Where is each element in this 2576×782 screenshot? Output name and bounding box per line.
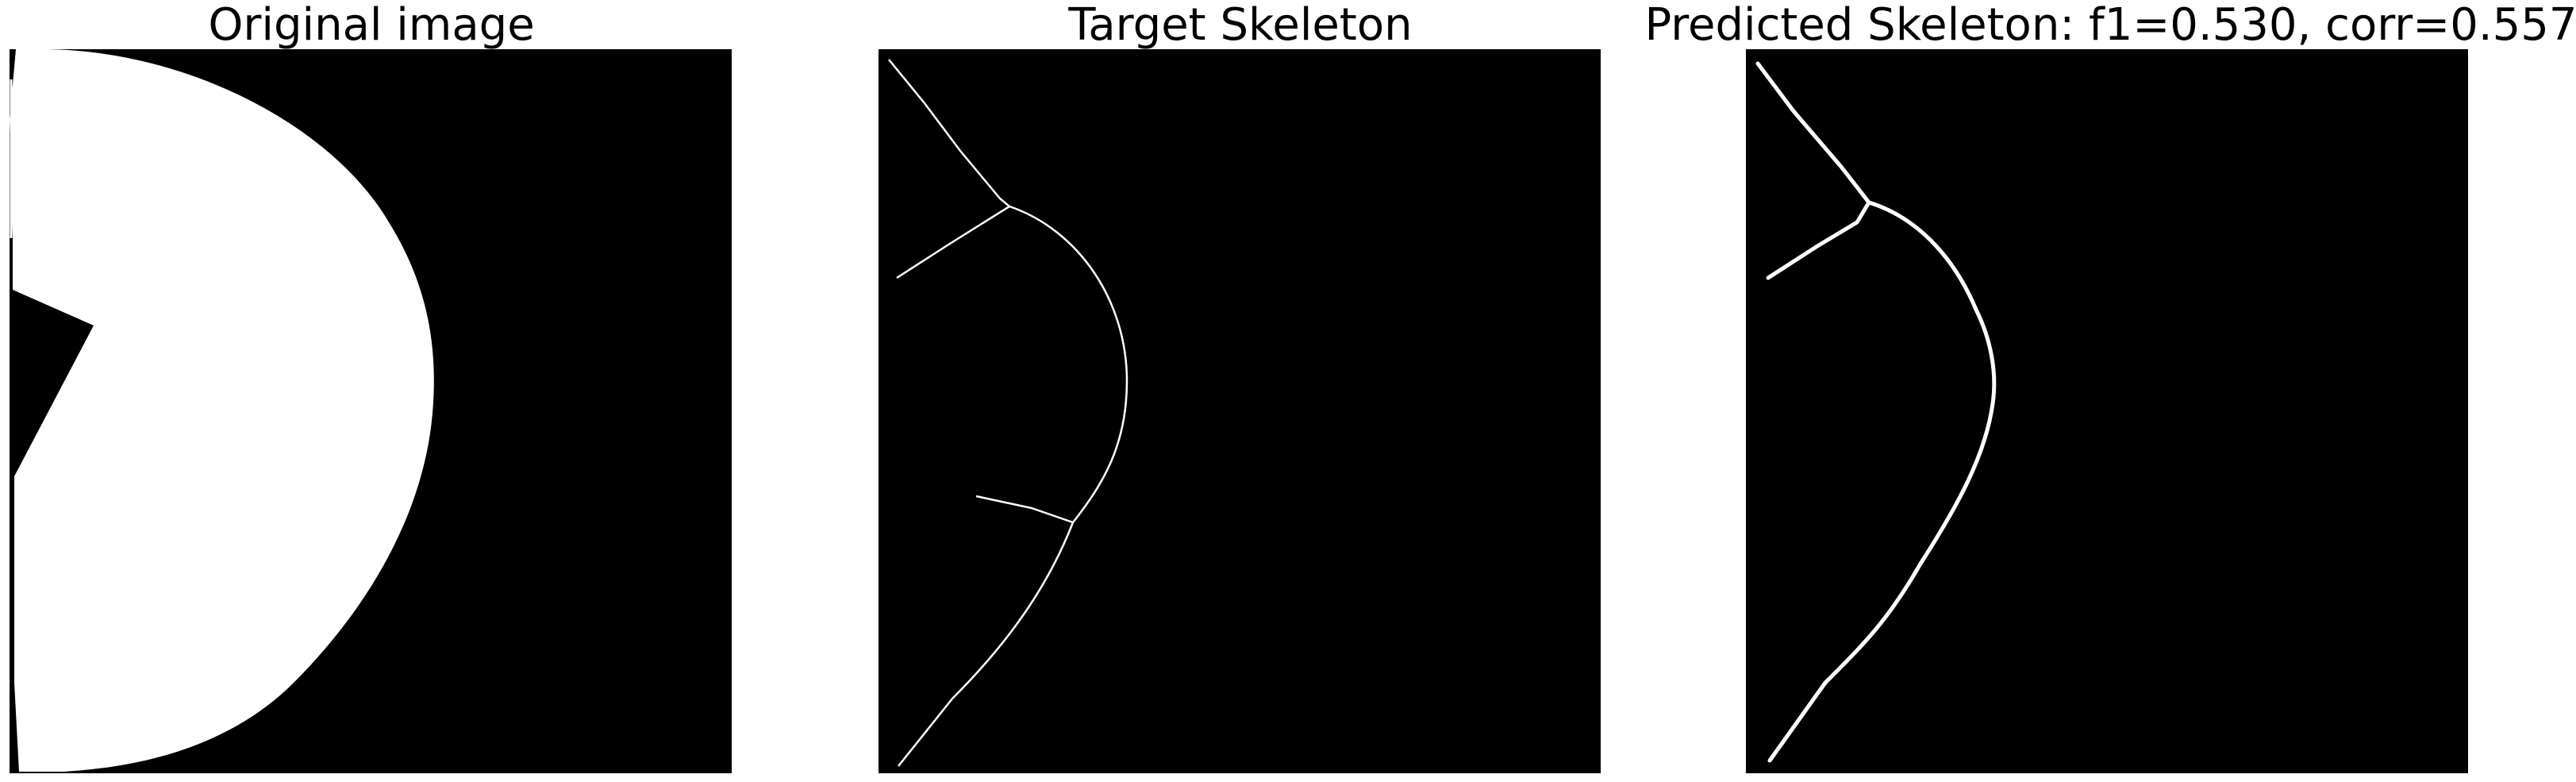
- predicted-skeleton-main-curve: [1767, 200, 1997, 763]
- target-skeleton-lower-branch: [975, 495, 1074, 524]
- panel-title-predicted: Predicted Skeleton: f1=0.530, corr=0.557: [1644, 0, 2576, 51]
- panel-original: Original image: [10, 0, 732, 773]
- panel-title-original: Original image: [208, 0, 534, 51]
- predicted-skeleton-top-branch: [1755, 61, 1871, 205]
- target-image-background: [879, 49, 1601, 773]
- original-disc-shape: [10, 49, 434, 772]
- panel-title-target: Target Skeleton: [1067, 0, 1412, 51]
- target-skeleton-top-branch: [888, 59, 1010, 207]
- panel-target: Target Skeleton: [879, 0, 1601, 773]
- target-skeleton-lines: [888, 59, 1128, 767]
- panel-predicted: Predicted Skeleton: f1=0.530, corr=0.557: [1644, 0, 2576, 773]
- predicted-image-background: [1746, 49, 2468, 773]
- predicted-skeleton-lines: [1755, 61, 1997, 763]
- target-skeleton-main-curve: [898, 205, 1128, 767]
- target-skeleton-left-branch: [896, 205, 1010, 279]
- predicted-skeleton-left-branch: [1766, 200, 1871, 280]
